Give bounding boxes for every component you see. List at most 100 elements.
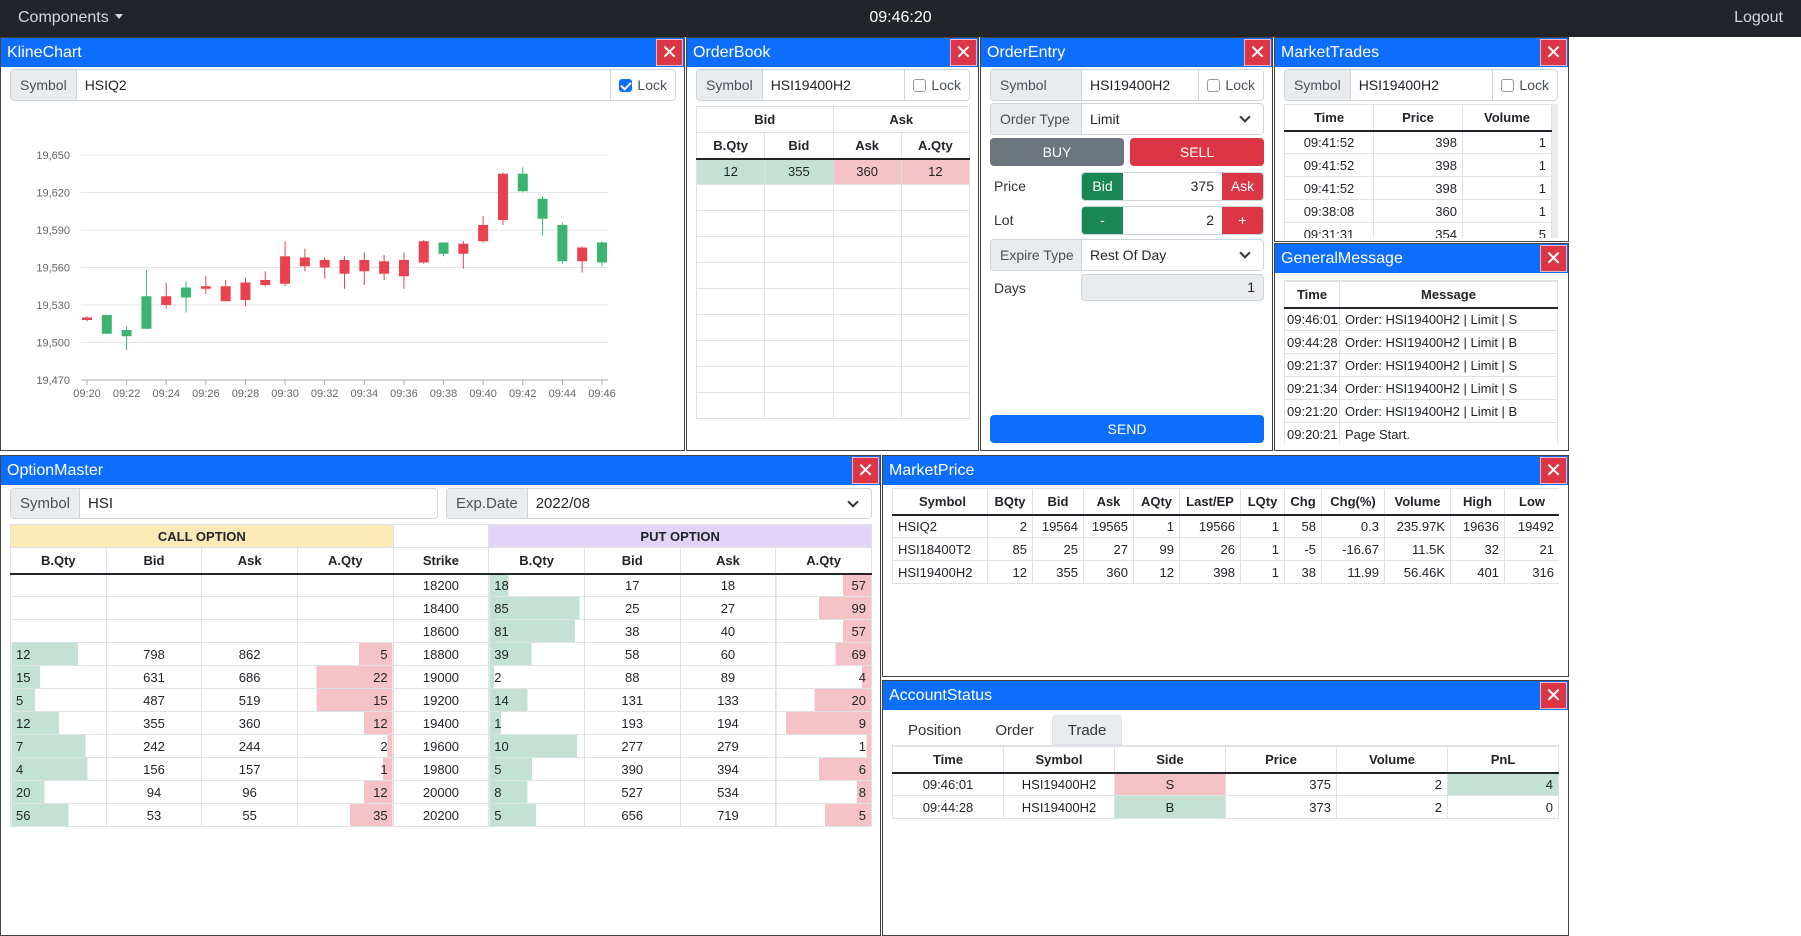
symbol-cell: HSI19400H2 [1003, 795, 1115, 819]
table-row[interactable]: 09:46:01 Order: HSI19400H2 | Limit | S [1284, 307, 1558, 331]
close-icon[interactable]: ✕ [1540, 39, 1567, 66]
bid-cell: 53 [105, 803, 203, 827]
lock-checkbox[interactable]: Lock [1198, 70, 1263, 100]
expdate-select[interactable]: Exp.Date 2022/08 [446, 488, 872, 519]
table-row[interactable]: 09:31:31 354 5 [1284, 222, 1552, 238]
ask-cell [201, 573, 298, 597]
call-bqty-cell [10, 596, 107, 620]
table-row[interactable]: 09:38:08 360 1 [1284, 199, 1552, 223]
table-row[interactable]: 09:21:34 Order: HSI19400H2 | Limit | S [1284, 376, 1558, 400]
option-row[interactable]: 4 156 157 1 19800 5 390 394 6 [10, 757, 872, 781]
days-input[interactable]: 1 [1081, 274, 1264, 301]
table-row[interactable]: HSIQ2 2 19564 19565 1 19566 1 58 0.3 235.97K 19636… [892, 514, 1559, 538]
lock-checkbox[interactable]: Lock [1492, 70, 1557, 100]
panel-header[interactable]: MarketPrice ✕ [883, 456, 1568, 485]
ask-cell: 89 [679, 665, 777, 689]
checkbox-icon [913, 79, 927, 92]
ask-price-button[interactable]: Ask [1222, 173, 1263, 200]
components-menu[interactable]: Components [18, 9, 123, 27]
x-tick-label: 09:22 [113, 388, 141, 400]
empty-row [696, 288, 970, 315]
table-row[interactable]: 09:46:01 HSI19400H2 S 375 2 4 [892, 772, 1559, 796]
value-cell: 32 [1450, 537, 1505, 561]
option-row[interactable]: 56 53 55 35 20200 5 656 719 5 [10, 803, 872, 827]
markettrades-panel: MarketTrades ✕ Symbol HSI19400H2 Lock Tim… [1274, 37, 1569, 242]
value-cell: 12 [987, 560, 1033, 584]
lot-increment-button[interactable]: + [1222, 207, 1263, 234]
bid-cell: 25 [583, 596, 681, 620]
tab-position[interactable]: Position [908, 722, 962, 739]
option-row[interactable]: 7 242 244 2 19600 10 277 279 1 [10, 734, 872, 758]
option-row[interactable]: 18200 18 17 18 57 [10, 573, 872, 597]
column-header: Price [1373, 104, 1463, 132]
table-row[interactable]: 09:20:21 Page Start. [1284, 422, 1558, 444]
symbol-input[interactable]: HSI19400H2 [1358, 77, 1439, 93]
table-row[interactable]: 09:44:28 Order: HSI19400H2 | Limit | B [1284, 330, 1558, 354]
table-row[interactable]: 12 355 360 12 [696, 158, 970, 185]
logout-link[interactable]: Logout [1734, 9, 1783, 26]
close-icon[interactable]: ✕ [950, 39, 977, 66]
expire-type-select[interactable]: Expire Type Rest Of Day [990, 239, 1264, 271]
price-cell: 373 [1225, 795, 1337, 819]
lot-input[interactable]: 2 [1206, 212, 1214, 228]
table-row[interactable]: HSI18400T2 85 25 27 99 26 1 -5 -16.67 11.5K 32 21 [892, 537, 1559, 561]
bid-price-button[interactable]: Bid [1082, 173, 1123, 200]
table-row[interactable]: HSI19400H2 12 355 360 12 398 1 38 11.99 56.46K 401… [892, 560, 1559, 584]
symbol-input[interactable]: HSIQ2 [84, 77, 127, 93]
put-aqty-cell: 1 [775, 734, 872, 758]
value-cell: 2 [987, 514, 1033, 538]
close-icon[interactable]: ✕ [1540, 245, 1567, 272]
tab-order[interactable]: Order [995, 722, 1034, 739]
panel-header[interactable]: GeneralMessage ✕ [1275, 244, 1568, 273]
option-row[interactable]: 12 355 360 12 19400 1 193 194 9 [10, 711, 872, 735]
column-header: Time [1284, 281, 1340, 309]
table-row[interactable]: 09:41:52 398 1 [1284, 130, 1552, 154]
table-row[interactable]: 09:44:28 HSI19400H2 B 373 2 0 [892, 795, 1559, 819]
tab-trade[interactable]: Trade [1051, 715, 1123, 745]
option-row[interactable]: 12 798 862 5 18800 39 58 60 69 [10, 642, 872, 666]
bid-cell: 88 [583, 665, 681, 689]
panel-header[interactable]: OptionMaster ✕ [1, 456, 880, 485]
send-button[interactable]: SEND [990, 415, 1264, 443]
option-row[interactable]: 18400 85 25 27 99 [10, 596, 872, 620]
table-row[interactable]: 09:21:37 Order: HSI19400H2 | Limit | S [1284, 353, 1558, 377]
panel-header[interactable]: MarketTrades ✕ [1275, 38, 1568, 67]
close-icon[interactable]: ✕ [1540, 457, 1567, 484]
call-bqty-cell: 12 [10, 711, 107, 735]
table-row[interactable]: 09:41:52 398 1 [1284, 176, 1552, 200]
buy-button[interactable]: BUY [990, 138, 1124, 166]
lock-checkbox[interactable]: Lock [904, 70, 969, 100]
close-icon[interactable]: ✕ [852, 457, 879, 484]
value-cell: 99 [1133, 537, 1180, 561]
table-row[interactable]: 09:21:20 Order: HSI19400H2 | Limit | B [1284, 399, 1558, 423]
orderbook-table: Bid Ask B.Qty Bid Ask A.Qty 12 355 360 12 [696, 106, 970, 426]
ask-cell: 133 [679, 688, 777, 712]
order-type-select[interactable]: Order Type Limit [990, 103, 1264, 135]
ask-cell: 40 [679, 619, 777, 643]
put-bqty-cell: 1 [488, 711, 585, 735]
price-input[interactable]: 375 [1190, 178, 1214, 194]
option-row[interactable]: 15 631 686 22 19000 2 88 89 4 [10, 665, 872, 689]
panel-header[interactable]: OrderEntry ✕ [981, 38, 1272, 67]
panel-header[interactable]: AccountStatus ✕ [883, 681, 1568, 710]
call-aqty-cell [296, 619, 394, 643]
symbol-input[interactable]: HSI19400H2 [1090, 77, 1171, 93]
option-row[interactable]: 20 94 96 12 20000 8 527 534 8 [10, 780, 872, 804]
lot-decrement-button[interactable]: - [1082, 207, 1123, 234]
option-row[interactable]: 5 487 519 15 19200 14 131 133 20 [10, 688, 872, 712]
panel-title: OptionMaster [7, 462, 104, 479]
column-header: Symbol [1003, 746, 1115, 774]
x-tick-label: 09:46 [588, 388, 616, 400]
option-row[interactable]: 18600 81 38 40 57 [10, 619, 872, 643]
panel-header[interactable]: OrderBook ✕ [687, 38, 978, 67]
close-icon[interactable]: ✕ [1540, 682, 1567, 709]
call-bqty-cell: 20 [10, 780, 107, 804]
table-row[interactable]: 09:41:52 398 1 [1284, 153, 1552, 177]
symbol-input[interactable]: HSI19400H2 [770, 77, 851, 93]
close-icon[interactable]: ✕ [656, 39, 683, 66]
sell-button[interactable]: SELL [1130, 138, 1264, 166]
symbol-input[interactable]: HSI [88, 495, 114, 512]
panel-header[interactable]: KlineChart ✕ [1, 38, 684, 67]
lock-checkbox[interactable]: Lock [610, 70, 675, 100]
close-icon[interactable]: ✕ [1244, 39, 1271, 66]
